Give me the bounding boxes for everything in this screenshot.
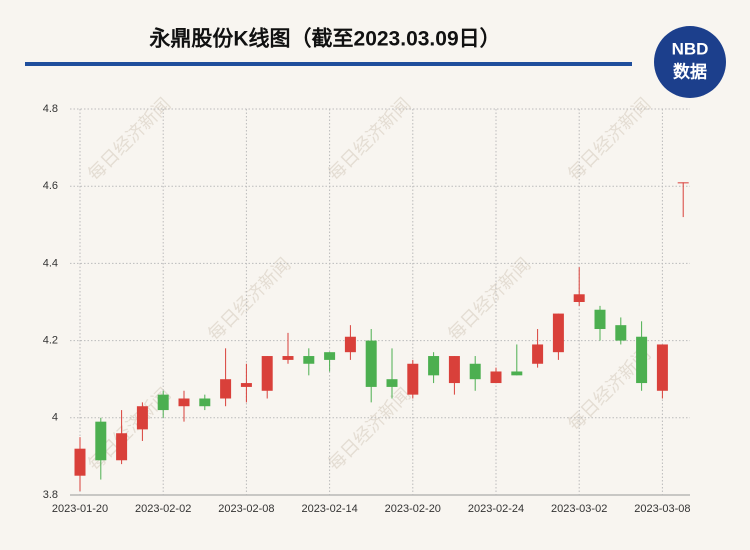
candle-body (448, 356, 460, 384)
x-tick-label: 2023-02-24 (468, 503, 524, 515)
y-tick-label: 4 (52, 412, 58, 424)
y-tick-label: 4.4 (43, 257, 58, 269)
candle-body (261, 356, 273, 391)
candle-body (303, 356, 315, 364)
candle-body (615, 325, 627, 341)
y-tick-label: 4.2 (43, 335, 58, 347)
candle-body (157, 394, 169, 411)
candle-body (95, 421, 107, 461)
candle-body (677, 182, 689, 184)
candle-body (428, 356, 440, 376)
candle-body (178, 398, 190, 407)
x-tick-label: 2023-03-08 (634, 503, 690, 515)
candle-body (511, 371, 523, 376)
chart-title: 永鼎股份K线图（截至2023.03.09日） (148, 27, 500, 51)
candle-body (324, 352, 336, 360)
x-tick-label: 2023-01-20 (52, 503, 108, 515)
candle-body (220, 379, 232, 399)
candle-body (136, 406, 148, 430)
candle-body (656, 344, 668, 391)
y-tick-label: 3.8 (43, 489, 58, 501)
candle-body (116, 433, 128, 461)
logo-top: NBD (672, 39, 709, 58)
x-tick-label: 2023-02-14 (301, 503, 357, 515)
candle-body (344, 336, 356, 353)
y-tick-label: 4.8 (43, 103, 58, 115)
x-tick-label: 2023-02-02 (135, 503, 191, 515)
candle-body (490, 371, 502, 384)
candle-body (240, 383, 252, 387)
candle-body (365, 340, 377, 387)
candle-body (636, 336, 648, 384)
x-tick-label: 2023-02-08 (218, 503, 274, 515)
candle-body (407, 363, 419, 395)
candle-body (199, 398, 211, 407)
candle-body (74, 448, 86, 476)
x-tick-label: 2023-02-20 (385, 503, 441, 515)
logo-bottom: 数据 (673, 61, 707, 81)
candle-body (573, 294, 585, 302)
logo (654, 26, 726, 98)
candle-body (594, 309, 606, 330)
candle-body (282, 356, 294, 360)
y-tick-label: 4.6 (43, 180, 58, 192)
candle-body (469, 363, 481, 380)
x-tick-label: 2023-03-02 (551, 503, 607, 515)
candle-body (552, 313, 564, 353)
candle-body (386, 379, 398, 387)
candle-body (532, 344, 544, 364)
